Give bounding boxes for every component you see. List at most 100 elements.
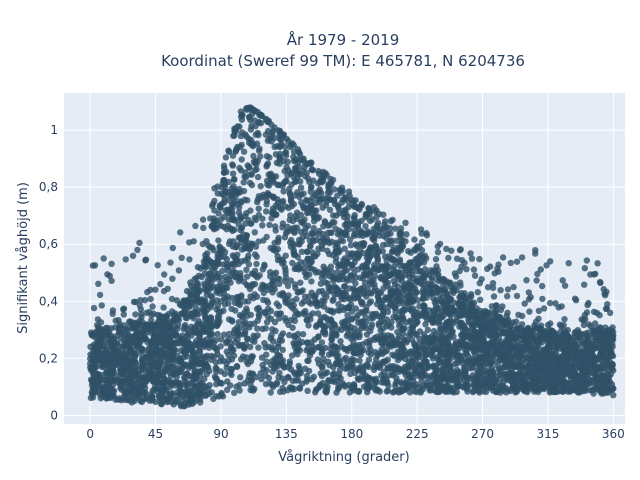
data-point [467, 334, 475, 341]
data-point [411, 285, 419, 292]
data-point [372, 377, 379, 385]
data-point [228, 201, 236, 208]
data-point [437, 314, 444, 321]
data-point [334, 247, 341, 254]
data-point [180, 348, 188, 355]
data-point [449, 287, 456, 295]
data-point [267, 389, 274, 396]
data-point [252, 131, 259, 138]
data-point [177, 358, 185, 366]
data-point [304, 387, 311, 394]
data-point [372, 387, 380, 394]
data-point [156, 394, 164, 401]
data-point [255, 238, 262, 245]
data-point [323, 387, 330, 395]
data-point [348, 261, 356, 269]
data-point [224, 267, 232, 274]
data-point [307, 188, 314, 195]
data-point [431, 308, 438, 315]
data-point [267, 315, 275, 323]
data-point [262, 325, 269, 332]
data-point [304, 222, 312, 229]
data-point [269, 383, 277, 391]
data-point [413, 381, 420, 388]
data-point [320, 223, 327, 230]
data-point [346, 236, 354, 243]
data-point [243, 210, 250, 217]
data-point [414, 297, 421, 304]
data-point [601, 341, 608, 348]
data-point [167, 347, 175, 354]
data-point [241, 298, 248, 305]
data-point [207, 315, 214, 322]
data-point [414, 319, 421, 326]
data-point [400, 286, 407, 294]
data-point [324, 247, 331, 254]
data-point [271, 286, 278, 293]
data-point [520, 333, 527, 340]
data-point [148, 349, 156, 357]
data-point [297, 211, 305, 219]
data-point [121, 350, 128, 357]
data-point [576, 358, 583, 365]
data-point [206, 331, 213, 338]
data-point [213, 297, 221, 304]
data-point [465, 374, 472, 381]
data-point [430, 346, 437, 354]
data-point [199, 322, 207, 329]
data-point [231, 253, 238, 260]
data-point [575, 389, 582, 396]
data-point [197, 392, 205, 399]
data-point [263, 297, 270, 304]
data-point [293, 295, 300, 303]
data-point [407, 381, 414, 388]
data-point [286, 358, 293, 365]
data-point [403, 267, 410, 274]
data-point [297, 184, 305, 191]
data-point [214, 330, 221, 338]
data-point [278, 206, 285, 213]
data-point [443, 375, 450, 382]
data-point [421, 309, 428, 316]
data-point [329, 273, 336, 280]
data-point [127, 347, 134, 354]
data-point [287, 277, 295, 284]
data-point [178, 310, 186, 317]
data-point [223, 260, 230, 268]
data-point [493, 388, 501, 396]
data-point [246, 369, 254, 377]
data-point [127, 337, 135, 345]
data-point [168, 399, 176, 406]
data-point [276, 369, 283, 377]
data-point [307, 242, 314, 250]
data-point [322, 202, 330, 209]
data-point [415, 352, 422, 359]
data-point [337, 230, 344, 238]
data-point [221, 370, 228, 378]
data-point [169, 352, 176, 359]
data-point [318, 189, 325, 197]
data-point [136, 333, 144, 340]
data-point [259, 222, 266, 229]
data-point [332, 350, 339, 357]
data-point [100, 362, 107, 369]
data-point [283, 164, 290, 171]
data-point [228, 365, 235, 373]
data-point [303, 197, 311, 205]
data-point [272, 269, 280, 276]
data-point [315, 245, 322, 252]
data-point [271, 134, 278, 142]
data-point [236, 312, 244, 319]
data-point [371, 284, 378, 291]
data-point [610, 392, 617, 399]
data-point [267, 269, 274, 276]
data-point [162, 327, 169, 334]
data-point [102, 333, 109, 340]
data-point [324, 229, 332, 236]
data-point [237, 167, 245, 174]
data-point [343, 292, 350, 300]
data-point [217, 279, 224, 286]
data-point [289, 377, 296, 384]
data-point [355, 219, 362, 226]
data-point [583, 337, 591, 344]
